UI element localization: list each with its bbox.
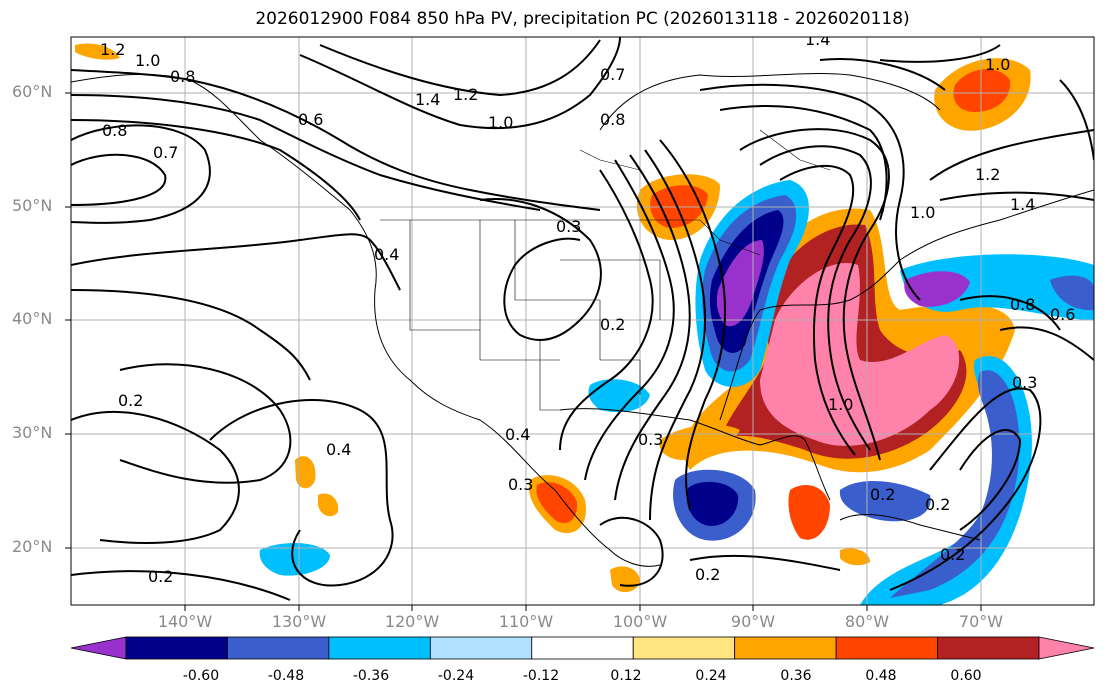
contour-label: 0.6 (298, 110, 323, 129)
lon-label: 140°W (157, 612, 213, 631)
colorbar-label: 0.60 (950, 668, 982, 684)
contour-label: 0.2 (148, 567, 173, 586)
contour-label: 1.2 (100, 40, 125, 59)
contour-label: 1.0 (985, 55, 1010, 74)
contour-label: 1.4 (1010, 195, 1035, 214)
contour-label: 0.7 (153, 143, 178, 162)
lon-label: 100°W (612, 612, 668, 631)
lat-label: 50°N (12, 196, 53, 215)
negative-anomaly-pacific (259, 543, 330, 576)
lat-label: 60°N (12, 82, 53, 101)
negative-anomaly-atlantic-east (1050, 275, 1094, 311)
colorbar-segment (531, 636, 634, 660)
contour-label: 0.6 (1050, 305, 1075, 324)
colorbar-label: 0.24 (695, 668, 727, 684)
contour-label: 1.4 (415, 90, 440, 109)
colorbar-segment (835, 636, 938, 660)
positive-anomaly-yucatan (788, 485, 830, 540)
negative-anomaly-arc-blue (890, 370, 1020, 598)
contour-label: 0.4 (374, 245, 399, 264)
contour-label: 0.2 (940, 545, 965, 564)
positive-anomaly-pacific-2 (318, 493, 339, 517)
lat-label: 20°N (12, 537, 53, 556)
positive-anomaly-cuba-orange (840, 548, 870, 566)
contour-label: 1.0 (828, 395, 853, 414)
contour-label: 0.2 (870, 485, 895, 504)
lon-label: 70°W (958, 612, 1004, 631)
colorbar-label: 0.48 (865, 668, 897, 684)
colorbar-segment (632, 636, 736, 660)
colorbar-segment (734, 636, 837, 660)
negative-anomaly-cuba (839, 480, 931, 522)
colorbar-segment (227, 636, 330, 660)
positive-anomaly-mexico-red (536, 482, 578, 524)
contour-label: 1.2 (975, 165, 1000, 184)
colorbar-label: -0.36 (352, 668, 390, 684)
positive-anomaly-pacific (295, 456, 316, 489)
contour-label: 0.3 (556, 217, 581, 236)
lon-label: 80°W (844, 612, 890, 631)
colorbar-label: 0.12 (610, 668, 642, 684)
positive-anomaly-alaska (75, 43, 120, 60)
contour-label: 0.3 (1012, 373, 1037, 392)
map-frame (70, 36, 1095, 606)
positive-anomaly-pink (760, 263, 960, 446)
lat-label: 40°N (12, 309, 53, 328)
colorbar (70, 636, 1095, 660)
colorbar-label: -0.12 (522, 668, 560, 684)
shaded-anomalies (75, 43, 1094, 605)
pv-contours (71, 37, 1094, 601)
contour-label: 0.8 (600, 110, 625, 129)
lon-label: 120°W (384, 612, 440, 631)
negative-anomaly-atlantic-purple (904, 271, 970, 307)
contour-label: 0.2 (118, 391, 143, 410)
contour-label: 0.8 (1010, 295, 1035, 314)
negative-anomaly-purple (716, 240, 764, 327)
tick-marks (65, 92, 982, 611)
negative-anomaly-gulf-navy (686, 481, 739, 526)
contour-label: 0.4 (326, 440, 351, 459)
contour-label: 0.7 (600, 65, 625, 84)
colorbar-extend-low (70, 636, 127, 660)
lon-label: 90°W (730, 612, 776, 631)
contour-labels: 1.2 1.0 0.8 0.8 0.7 0.6 1.4 1.2 1.0 0.8 … (100, 30, 1075, 586)
coastlines (71, 73, 1094, 567)
negative-anomaly-texas (588, 379, 650, 413)
contour-label: 1.0 (910, 203, 935, 222)
contour-label: 0.2 (925, 495, 950, 514)
colorbar-extend-high (1038, 636, 1095, 660)
contour-label: 0.2 (695, 565, 720, 584)
contour-label: 1.2 (453, 85, 478, 104)
contour-label: 1.0 (135, 51, 160, 70)
figure-title: 2026012900 F084 850 hPa PV, precipitatio… (255, 9, 910, 29)
colorbar-label: -0.60 (182, 668, 220, 684)
contour-label: 0.2 (600, 315, 625, 334)
colorbar-segment (125, 636, 228, 660)
contour-label: 0.3 (638, 430, 663, 449)
lon-label: 130°W (271, 612, 327, 631)
contour-label: 1.4 (805, 30, 830, 49)
contour-label: 0.8 (170, 67, 195, 86)
contour-label: 1.0 (488, 113, 513, 132)
colorbar-segment (937, 636, 1040, 660)
colorbar-segment (429, 636, 533, 660)
colorbar-label: -0.48 (267, 668, 305, 684)
lat-label: 30°N (12, 423, 53, 442)
negative-anomaly-atlantic (900, 254, 1094, 320)
colorbar-segment (328, 636, 431, 660)
lon-label: 110°W (498, 612, 554, 631)
map-area: 1.2 1.0 0.8 0.8 0.7 0.6 1.4 1.2 1.0 0.8 … (71, 30, 1094, 605)
colorbar-label: 0.36 (780, 668, 812, 684)
colorbar-label: -0.24 (437, 668, 475, 684)
contour-label: 0.3 (508, 475, 533, 494)
contour-label: 0.8 (102, 121, 127, 140)
positive-anomaly-quebec-red (953, 69, 1011, 112)
contour-label: 0.4 (505, 425, 530, 444)
